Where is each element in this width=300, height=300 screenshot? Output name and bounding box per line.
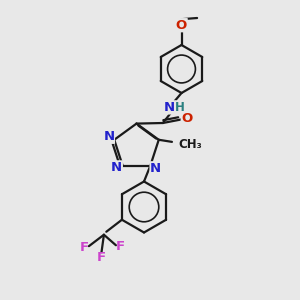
Text: F: F (97, 251, 106, 264)
Text: N: N (164, 101, 175, 114)
Text: N: N (103, 130, 114, 143)
Text: N: N (111, 161, 122, 174)
Text: H: H (176, 101, 185, 114)
Text: N: N (150, 162, 161, 175)
Text: F: F (116, 240, 125, 253)
Text: O: O (176, 19, 187, 32)
Text: F: F (80, 241, 89, 254)
Text: O: O (181, 112, 193, 125)
Text: CH₃: CH₃ (178, 138, 202, 151)
